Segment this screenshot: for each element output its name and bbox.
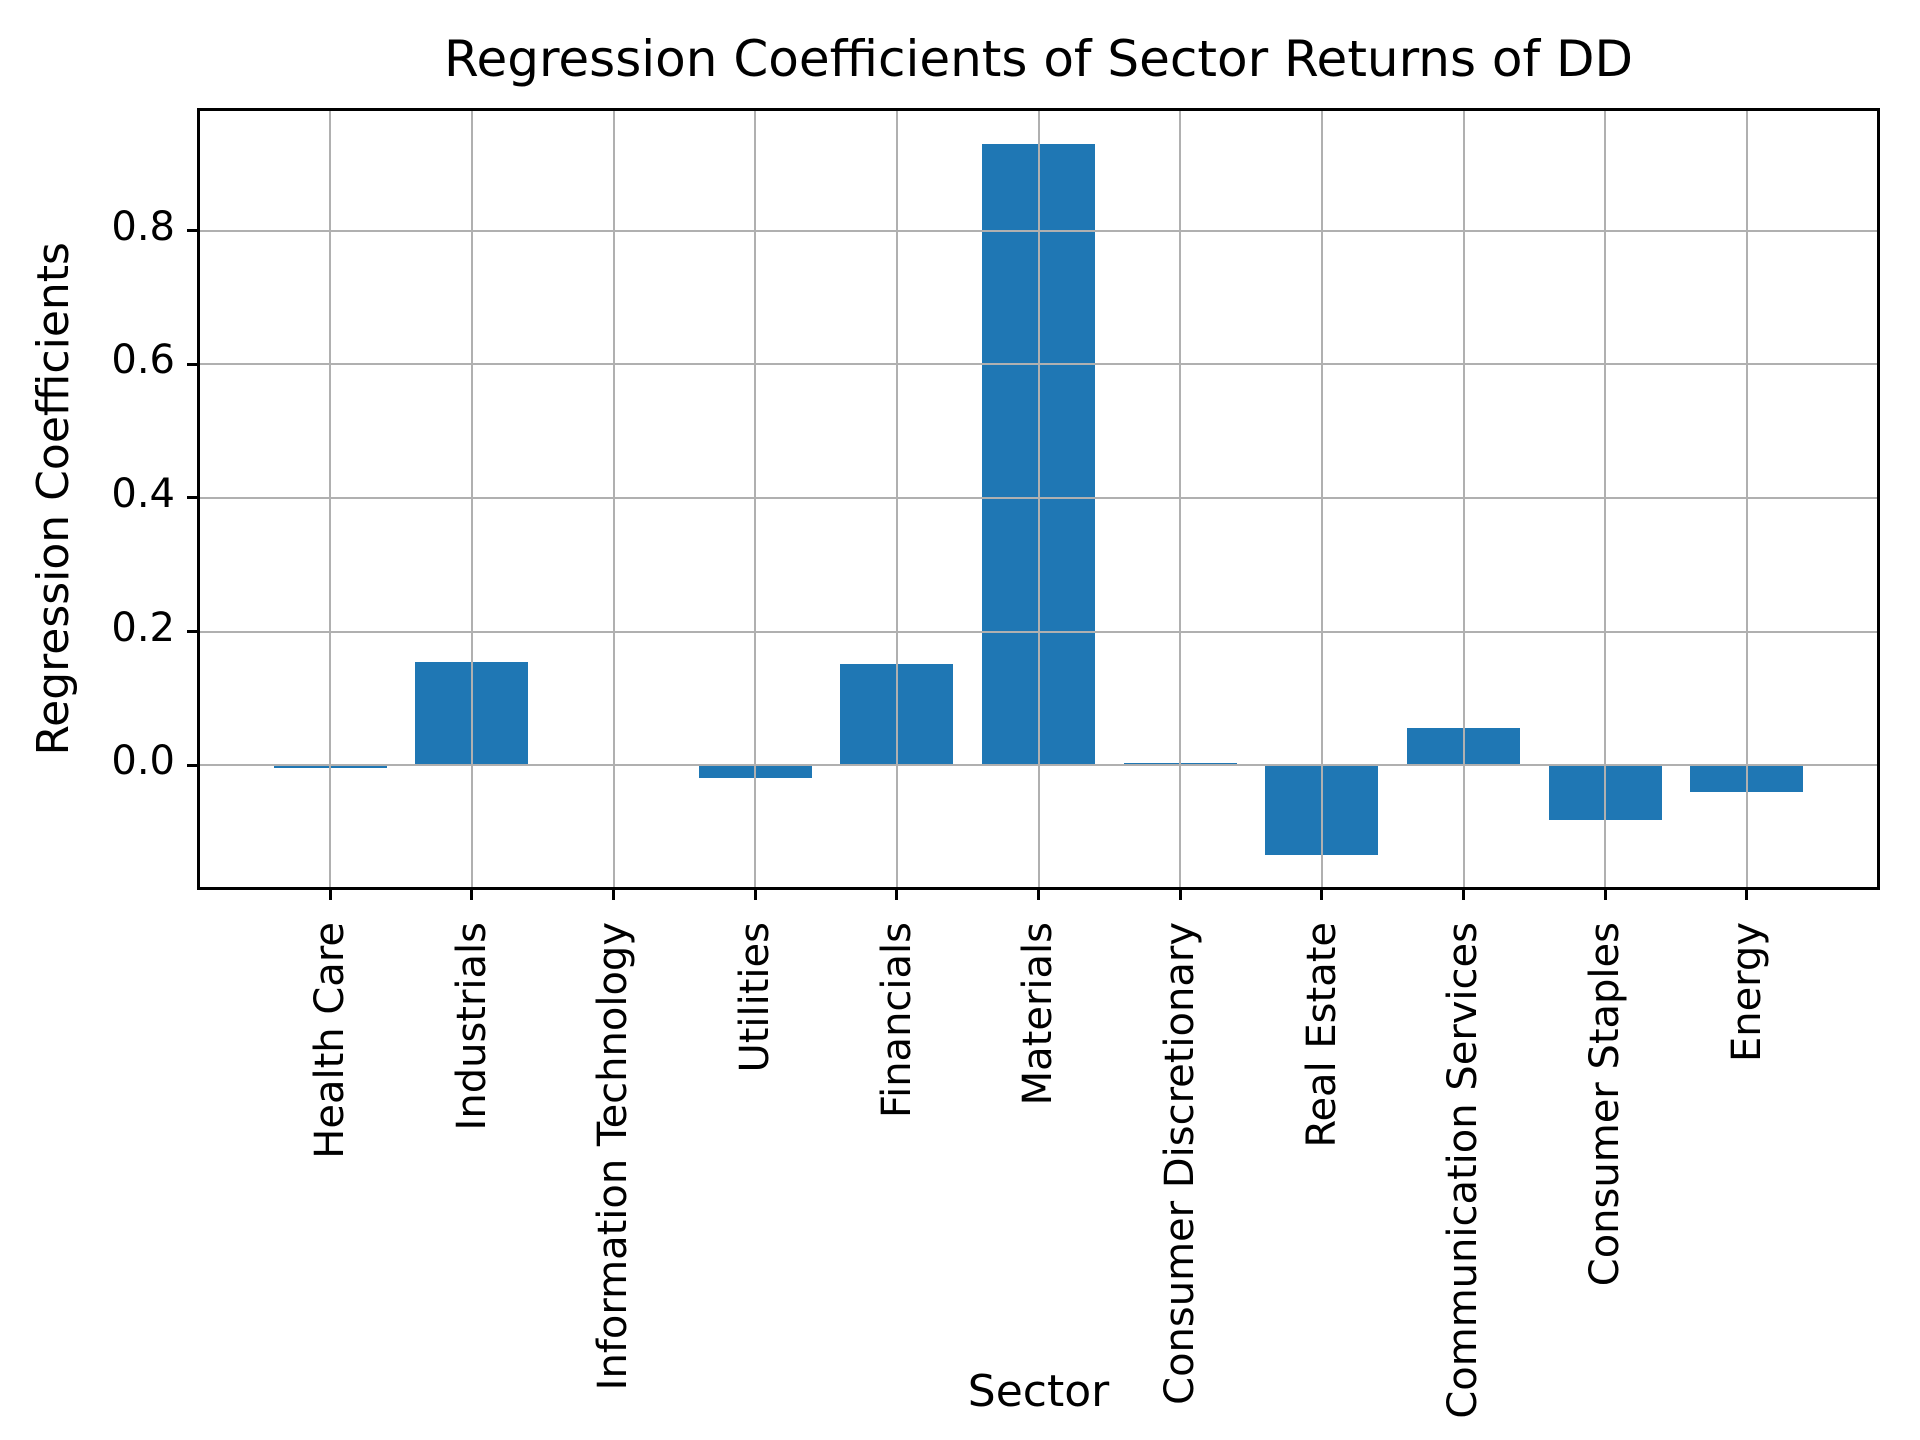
x-tick-mark: [753, 890, 757, 900]
x-tick-wrap: Energy: [1676, 922, 1818, 1382]
vertical-gridline: [1179, 108, 1182, 890]
x-tick-label: Consumer Staples: [1582, 922, 1629, 1287]
x-tick-mark: [328, 890, 332, 900]
x-tick-wrap: Consumer Staples: [1534, 922, 1676, 1382]
x-tick-wrap: Communication Services: [1393, 922, 1535, 1419]
x-tick-label: Materials: [1015, 922, 1062, 1106]
x-tick-label: Energy: [1723, 922, 1770, 1063]
vertical-gridline: [1745, 108, 1748, 890]
y-tick-label: 0.6: [111, 337, 175, 384]
x-tick-wrap: Real Estate: [1251, 922, 1393, 1382]
x-tick-mark: [1603, 890, 1607, 900]
x-tick-wrap: Financials: [826, 922, 968, 1382]
x-tick-mark: [1745, 890, 1749, 900]
x-tick-label: Health Care: [307, 922, 354, 1159]
chart-title: Regression Coefficients of Sector Return…: [443, 30, 1634, 88]
horizontal-gridline: [197, 363, 1880, 366]
y-tick-label: 0.4: [111, 470, 175, 517]
x-tick-label: Consumer Discretionary: [1157, 922, 1204, 1405]
x-tick-label: Real Estate: [1298, 922, 1345, 1148]
vertical-gridline: [895, 108, 898, 890]
y-tick-mark: [187, 630, 197, 634]
x-tick-wrap: Industrials: [401, 922, 543, 1382]
y-tick-label: 0.2: [111, 604, 175, 651]
horizontal-gridline: [197, 764, 1880, 767]
x-tick-mark: [612, 890, 615, 900]
horizontal-gridline: [197, 229, 1880, 232]
x-tick-label: Communication Services: [1440, 922, 1487, 1419]
y-tick-mark: [187, 496, 197, 500]
vertical-gridline: [754, 108, 757, 890]
vertical-gridline: [329, 108, 332, 890]
x-tick-label: Financials: [873, 922, 920, 1118]
x-axis-label-wrap: Sector: [197, 1366, 1880, 1417]
x-tick-wrap: Utilities: [684, 922, 826, 1382]
x-tick-wrap: Materials: [968, 922, 1110, 1382]
x-tick-wrap: Health Care: [259, 922, 401, 1382]
vertical-gridline: [612, 108, 615, 890]
x-tick-wrap: Information Technology: [543, 922, 685, 1390]
vertical-gridline: [1320, 108, 1323, 890]
vertical-gridline: [470, 108, 473, 890]
y-tick-mark: [187, 763, 197, 767]
x-tick-mark: [1037, 890, 1040, 900]
vertical-gridline: [1037, 108, 1040, 890]
x-tick-mark: [1462, 890, 1465, 900]
x-axis-label: Sector: [967, 1366, 1110, 1417]
vertical-gridline: [1462, 108, 1465, 890]
y-tick-mark: [187, 362, 197, 366]
x-tick-mark: [1320, 890, 1324, 900]
horizontal-gridline: [197, 630, 1880, 633]
x-tick-label: Utilities: [732, 922, 779, 1073]
x-tick-wrap: Consumer Discretionary: [1109, 922, 1251, 1405]
x-tick-label: Information Technology: [590, 922, 637, 1391]
x-tick-label: Industrials: [448, 922, 495, 1131]
y-tick-label: 0.8: [111, 203, 175, 250]
x-tick-mark: [1178, 890, 1182, 900]
y-tick-mark: [187, 229, 197, 233]
horizontal-gridline: [197, 496, 1880, 499]
vertical-gridline: [1604, 108, 1607, 890]
x-tick-mark: [470, 890, 474, 900]
y-tick-label: 0.0: [111, 738, 175, 785]
x-tick-mark: [895, 890, 899, 900]
